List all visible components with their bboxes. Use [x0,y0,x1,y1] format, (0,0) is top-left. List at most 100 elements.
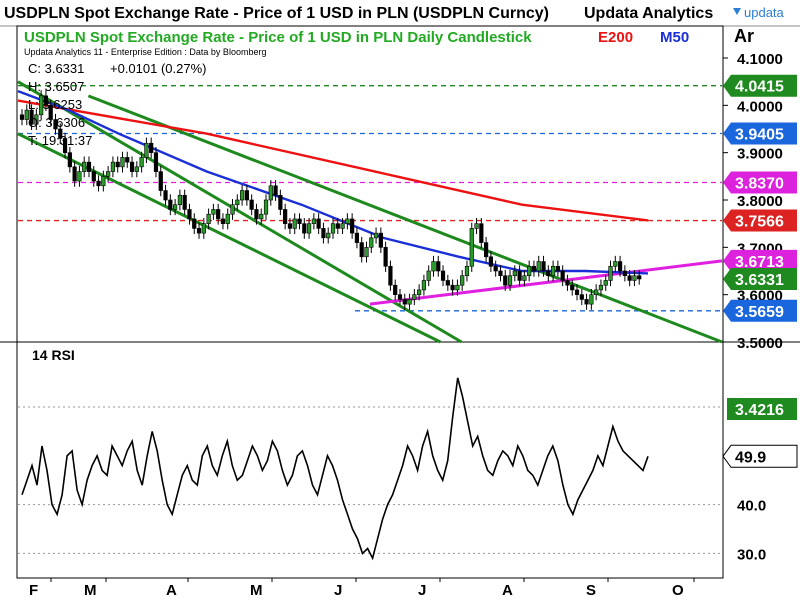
candle[interactable] [527,265,532,277]
candle[interactable] [503,275,508,286]
candle[interactable] [235,199,240,206]
candle[interactable] [273,185,278,196]
candle[interactable] [91,171,96,182]
candle[interactable] [321,228,326,239]
candle[interactable] [134,166,139,172]
candle[interactable] [72,166,77,182]
candle[interactable] [96,180,101,187]
level-badge[interactable]: 3.6331 [723,267,797,290]
candle[interactable] [364,247,369,258]
level-badge[interactable]: 3.8370 [723,171,797,194]
candle[interactable] [168,199,173,210]
candle[interactable] [436,261,441,272]
candle[interactable] [34,114,39,125]
candle[interactable] [153,152,159,172]
candle[interactable] [388,265,393,286]
candle[interactable] [316,218,321,229]
candle[interactable] [120,157,125,168]
series-e200[interactable] [17,99,649,222]
candle[interactable] [19,114,25,120]
candle[interactable] [598,284,604,291]
candle[interactable] [421,280,427,291]
candle[interactable] [311,218,316,224]
candle[interactable] [58,128,63,139]
candle[interactable] [613,261,618,267]
candle[interactable] [369,237,374,248]
candle[interactable] [82,161,87,172]
candle[interactable] [565,280,570,286]
candle[interactable] [359,242,364,258]
candle[interactable] [67,152,72,168]
candle[interactable] [373,232,379,239]
level-badge[interactable]: 3.6713 [723,249,797,272]
candle[interactable] [455,284,460,291]
candle[interactable] [632,275,637,281]
legend-e200[interactable]: E200 [598,29,633,46]
candle[interactable] [445,280,450,286]
candle[interactable] [340,223,345,229]
candle[interactable] [617,261,623,272]
rsi-value-badge[interactable]: 49.9 [722,444,798,468]
candle[interactable] [177,194,182,206]
candle[interactable] [129,161,135,172]
candle[interactable] [144,142,149,158]
candle[interactable] [306,223,312,234]
candle[interactable] [479,223,484,243]
candle[interactable] [350,218,355,234]
candle[interactable] [412,294,417,300]
candle[interactable] [488,256,493,267]
candle[interactable] [239,190,245,201]
candle[interactable] [249,199,254,210]
candle[interactable] [594,289,599,295]
candle[interactable] [259,213,264,220]
candle[interactable] [627,275,632,281]
candle[interactable] [417,289,422,295]
rsi-line[interactable] [21,377,649,561]
candle[interactable] [493,265,498,272]
candle[interactable] [125,157,130,163]
candle[interactable] [244,190,249,201]
candle[interactable] [407,299,412,305]
candle[interactable] [574,289,580,295]
candle[interactable] [115,161,120,168]
level-badge[interactable]: 3.9405 [723,122,797,145]
candle[interactable] [440,270,446,281]
candles-layer[interactable] [19,90,642,310]
candle[interactable] [512,270,517,277]
candle[interactable] [550,265,556,277]
candle[interactable] [517,270,522,281]
candle[interactable] [292,218,297,229]
candle[interactable] [297,218,302,224]
candle[interactable] [77,171,82,182]
candle[interactable] [149,142,154,153]
level-badge[interactable]: 4.0415 [723,74,797,97]
candle[interactable] [254,209,259,220]
candle[interactable] [431,261,436,272]
candle[interactable] [192,218,197,229]
candle[interactable] [101,176,106,187]
candle[interactable] [106,171,111,177]
candle[interactable] [53,119,58,130]
candle[interactable] [426,270,431,281]
candle[interactable] [397,294,403,300]
candle[interactable] [268,185,273,201]
candle[interactable] [507,275,513,286]
candle[interactable] [541,261,546,272]
candle[interactable] [570,284,575,291]
candle[interactable] [464,265,470,277]
candle[interactable] [522,275,527,281]
candle[interactable] [579,294,584,300]
candle[interactable] [110,161,116,172]
candle[interactable] [498,270,503,277]
candle[interactable] [139,157,144,168]
candle[interactable] [637,275,642,280]
candle[interactable] [225,213,230,224]
candle[interactable] [474,223,479,229]
candle[interactable] [86,161,92,172]
candle[interactable] [163,190,168,201]
candle[interactable] [622,270,627,277]
candle[interactable] [584,299,589,305]
candle[interactable] [201,223,206,234]
candle[interactable] [460,275,465,286]
candle[interactable] [287,223,293,229]
